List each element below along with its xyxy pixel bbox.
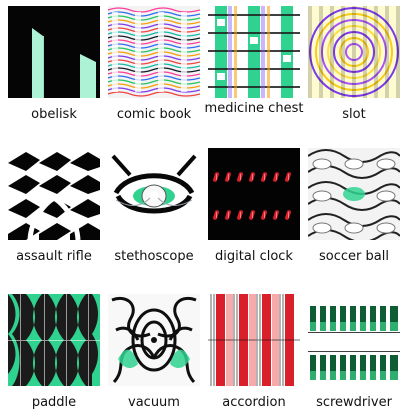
tile-label-paddle: paddle: [31, 395, 77, 410]
tile-label-screwdriver: screwdriver: [316, 395, 392, 410]
accordion-pattern-image: [208, 294, 300, 386]
comic-book-pattern-image: [108, 6, 200, 98]
tile-label-vacuum: vacuum: [128, 395, 180, 410]
tile-label-medicine-chest: medicine chest: [204, 101, 304, 116]
obelisk-pattern-image: [8, 6, 100, 98]
soccer-ball-pattern-image: [308, 148, 400, 240]
digital-clock-pattern-image: [208, 148, 300, 240]
vacuum-pattern-image: [108, 294, 200, 386]
stethoscope-pattern-image: [108, 148, 200, 240]
tile-label-accordion: accordion: [222, 395, 286, 410]
medicine-chest-pattern-image: [208, 6, 300, 98]
tile-label-assault-rifle: assault rifle: [16, 249, 92, 264]
assault-rifle-pattern-image: [8, 148, 100, 240]
tile-label-slot: slot: [342, 107, 366, 122]
tile-label-digital-clock: digital clock: [215, 249, 293, 264]
tile-label-obelisk: obelisk: [31, 107, 77, 122]
slot-pattern-image: [308, 6, 400, 98]
tile-label-stethoscope: stethoscope: [114, 249, 194, 264]
tile-label-soccer-ball: soccer ball: [319, 249, 389, 264]
tile-label-comic-book: comic book: [116, 107, 192, 122]
paddle-pattern-image: [8, 294, 100, 386]
screwdriver-pattern-image: [308, 294, 400, 386]
